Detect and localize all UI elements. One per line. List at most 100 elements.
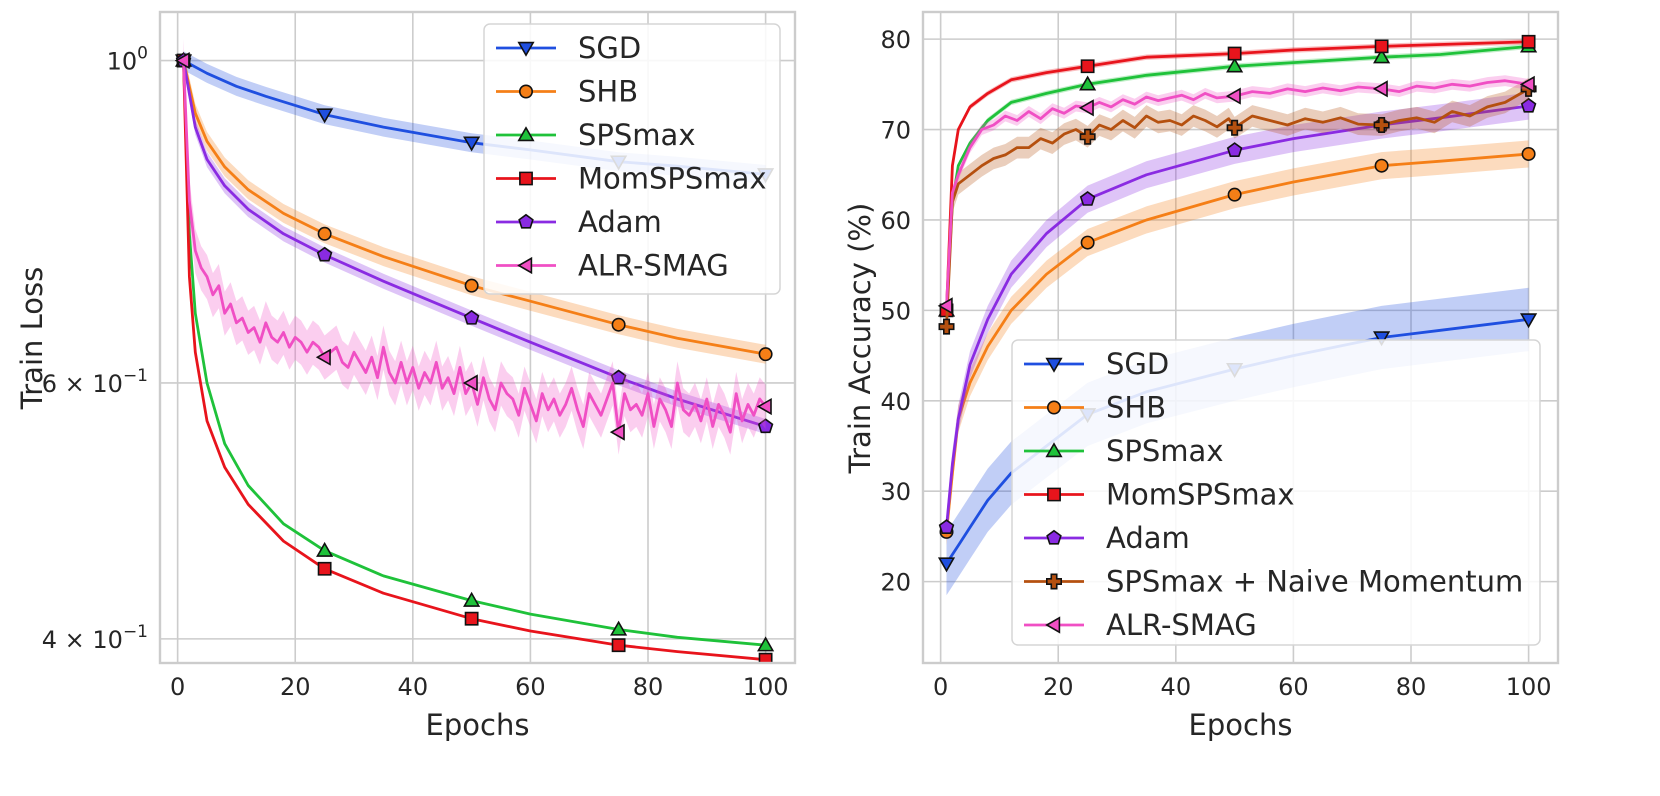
data-point-marker (463, 591, 481, 607)
data-point-marker (1079, 75, 1097, 91)
legend-marker (518, 84, 533, 99)
data-point-marker (610, 369, 627, 385)
data-point-marker (1079, 190, 1096, 206)
legend-marker (1045, 357, 1063, 373)
data-point-marker (757, 418, 774, 434)
legend-marker (1045, 616, 1061, 634)
legend: SGD SHB SPSmax MomSPSmax Adam SPSmax + Naive … (1011, 339, 1541, 646)
legend-marker (517, 256, 533, 275)
legend-box (483, 23, 781, 295)
data-point-marker (1372, 80, 1388, 98)
data-point-marker (756, 397, 772, 416)
subplot-train-accuracy: 0 20 40 60 80 100 20 30 40 50 60 70 80 Epochs Train Ac… (843, 10, 1560, 742)
y-tick-label: 100 (107, 44, 148, 76)
x-tick-label: 60 (1278, 673, 1309, 701)
data-point-marker (757, 636, 775, 652)
legend-label: MomSPSmax (578, 162, 767, 196)
data-point-marker (1374, 39, 1389, 54)
data-point-marker (758, 652, 773, 663)
legend-marker (517, 126, 535, 142)
series-line (182, 60, 767, 434)
data-point-marker (1373, 48, 1391, 64)
legend-marker (1047, 400, 1062, 415)
data-point-marker (1373, 117, 1390, 134)
data-point-marker (609, 423, 625, 441)
x-tick-label: 100 (1506, 673, 1552, 701)
y-tick-label: 20 (880, 569, 911, 597)
data-point-marker (315, 348, 331, 366)
data-point-marker (1079, 128, 1096, 145)
x-tick-label: 40 (1161, 673, 1192, 701)
data-point-marker (316, 108, 334, 124)
data-point-marker (463, 136, 481, 152)
y-tick-label: 70 (880, 117, 911, 145)
series-line (945, 40, 1529, 311)
series-momspsmax (939, 34, 1536, 318)
legend-item: MomSPSmax (496, 162, 767, 196)
data-point-marker (1374, 158, 1389, 173)
x-axis-label: Epochs (1189, 708, 1293, 742)
legend-label: SGD (578, 31, 641, 65)
data-point-marker (464, 611, 479, 626)
data-point-marker (1227, 187, 1242, 202)
data-point-marker (937, 557, 956, 573)
legend-item: Adam (1024, 521, 1190, 555)
x-axis-label: Epochs (426, 708, 530, 742)
y-tick-label: 50 (880, 297, 911, 325)
legend-item: Adam (496, 205, 662, 239)
subplot-train-loss: 0 20 40 60 80 100 100 6 × 10−1 4 × 10−1 Epochs Tra… (15, 10, 797, 742)
y-tick-label: 40 (880, 388, 911, 416)
y-tick-label: 30 (880, 478, 911, 506)
data-point-marker (938, 318, 955, 335)
x-tick-label: 40 (398, 673, 429, 701)
data-point-marker (1520, 313, 1538, 329)
legend-item: ALR-SMAG (1024, 608, 1257, 642)
confidence-band (946, 78, 1529, 338)
legend-marker (1045, 442, 1063, 458)
legend-marker (518, 213, 534, 229)
data-point-marker (937, 297, 953, 315)
data-point-marker (1226, 119, 1243, 136)
series-alr-smag (174, 38, 772, 455)
y-axis-label: Train Loss (15, 267, 49, 410)
x-tick-label: 20 (280, 673, 311, 701)
data-point-marker (1080, 59, 1095, 74)
data-point-marker (1080, 235, 1095, 250)
data-point-marker (1225, 87, 1241, 105)
data-point-marker (1227, 46, 1242, 61)
y-tick-label: 60 (880, 207, 911, 235)
legend-item: SPSmax (496, 118, 696, 152)
legend-label: SPSmax + Naive Momentum (1106, 565, 1523, 599)
data-point-marker (316, 541, 334, 557)
data-point-marker (611, 638, 626, 653)
legend-marker (1046, 573, 1062, 590)
legend-label: Adam (1106, 521, 1190, 555)
legend-item: SHB (496, 75, 638, 109)
legend-label: SPSmax (578, 118, 696, 152)
legend-label: SHB (1106, 391, 1166, 425)
legend-marker (517, 41, 535, 57)
data-point-marker (611, 317, 626, 332)
data-point-marker (317, 561, 332, 576)
legend-label: SHB (578, 75, 638, 109)
data-point-marker (1521, 34, 1536, 49)
x-tick-label: 20 (1043, 673, 1074, 701)
y-axis-label: Train Accuracy (%) (843, 203, 877, 475)
legend-label: ALR-SMAG (578, 249, 729, 283)
x-tick-label: 0 (170, 673, 185, 701)
series-line (945, 87, 1530, 327)
y-tick-label: 6 × 10−1 (42, 366, 148, 398)
data-point-marker (758, 347, 773, 362)
legend-label: Adam (578, 205, 662, 239)
legend-box (1011, 339, 1541, 646)
data-point-marker (938, 519, 955, 534)
legend-item: SPSmax (1024, 434, 1224, 468)
x-tick-label: 100 (743, 673, 789, 701)
series-line (182, 60, 766, 647)
confidence-band (946, 39, 1529, 314)
y-tick-label: 4 × 10−1 (42, 622, 148, 654)
legend-marker (519, 171, 533, 186)
series-spsmax-naive-momentum (938, 78, 1537, 338)
legend-label: SPSmax (1106, 434, 1224, 468)
